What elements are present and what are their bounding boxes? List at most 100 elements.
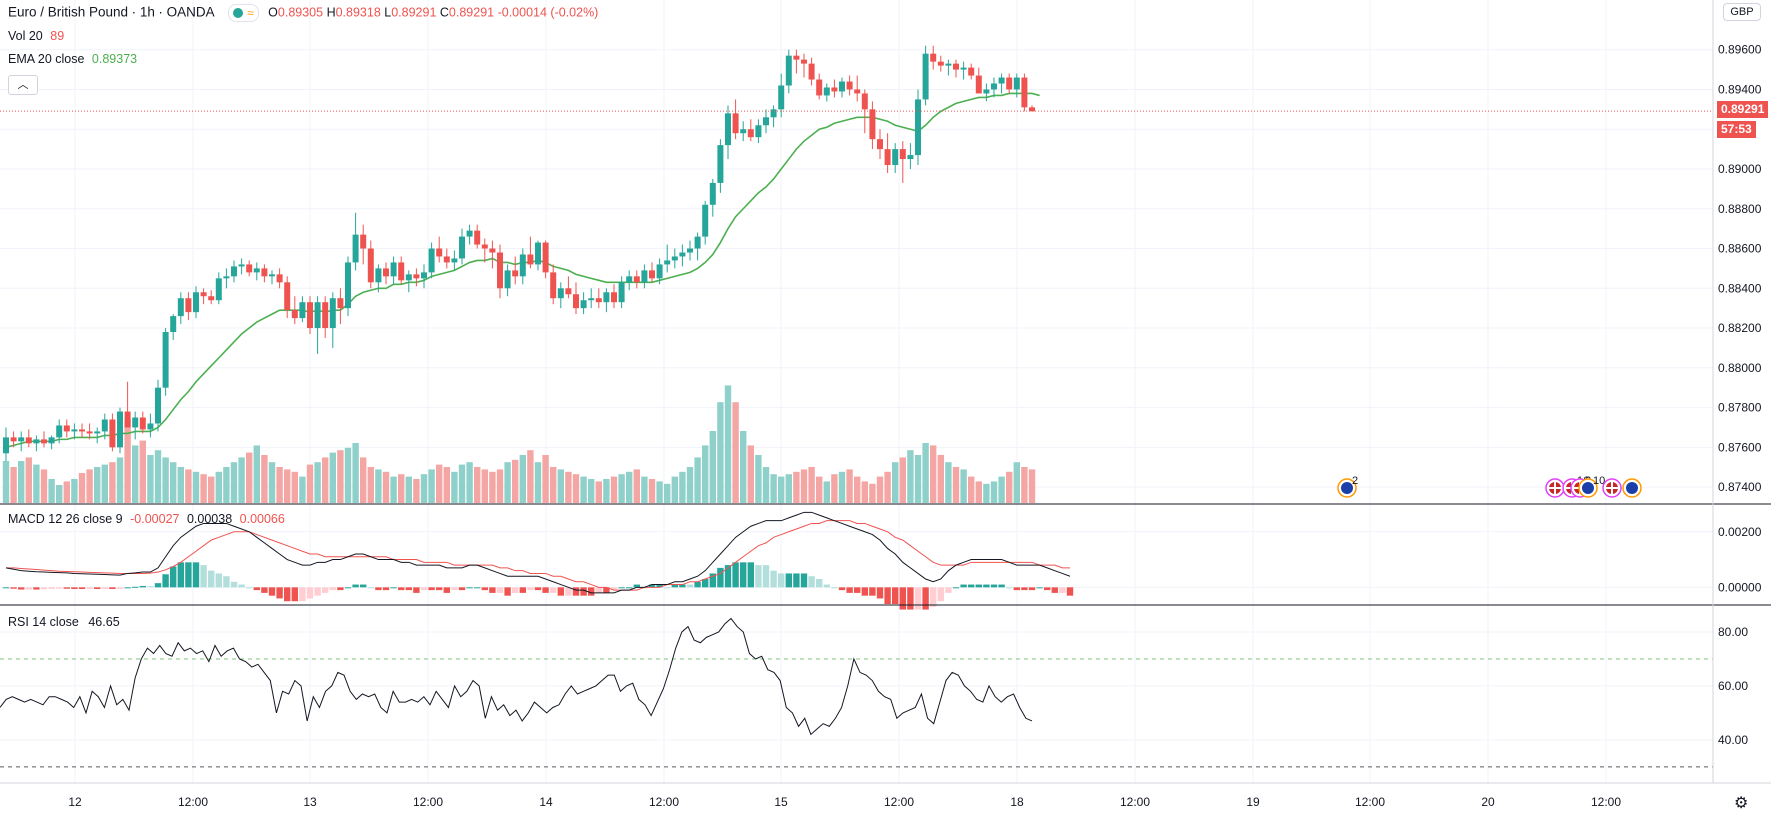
volume-bar (139, 440, 146, 503)
time-axis[interactable]: 12 12:00 13 12:00 14 12:00 15 12:00 18 12:00 19 12:… (0, 782, 1771, 809)
macd-histogram-bar (831, 587, 838, 589)
volume-bar (481, 469, 488, 503)
candle-body (375, 268, 382, 283)
rsi-legend[interactable]: RSI 14 close 46.65 (8, 615, 120, 629)
volume-bar (960, 469, 967, 503)
macd-histogram-bar (185, 562, 192, 588)
candle-body (877, 139, 883, 150)
macd-histogram-bar (474, 587, 481, 589)
volume-bar (420, 474, 428, 503)
candle-body (18, 437, 25, 442)
volume-bar (63, 481, 70, 503)
volume-bar (405, 476, 412, 503)
volume-bar (33, 464, 40, 503)
volume-bars (2, 385, 1036, 503)
market-open-icon (233, 8, 244, 18)
volume-bar (10, 467, 17, 503)
volume-label: Vol 20 (8, 29, 43, 43)
volume-bar (101, 464, 108, 503)
macd-histogram-bar (717, 567, 724, 588)
candle-body (261, 268, 268, 277)
macd-histogram-bar (519, 587, 526, 593)
candle-body (459, 236, 465, 259)
candle-body (200, 292, 207, 297)
volume-bar (664, 483, 671, 503)
macd-histogram-bar (284, 587, 291, 602)
volume-bar (451, 471, 458, 503)
interval[interactable]: 1h (139, 4, 155, 20)
candle-body (41, 439, 47, 444)
gear-icon[interactable]: ⚙ (1734, 795, 1749, 812)
candle-body (474, 230, 481, 245)
macd-histogram-bar (914, 587, 922, 610)
volume-legend[interactable]: Vol 20 89 (8, 29, 64, 43)
candle-body (968, 67, 975, 76)
candle-body (869, 109, 876, 140)
macd-histogram-bar (25, 587, 32, 590)
volume-bar (1021, 467, 1028, 503)
volume-bar (352, 443, 359, 503)
macd-histogram-bar (968, 584, 975, 588)
candle-body (884, 149, 891, 166)
candle-body (383, 268, 389, 277)
candle-body (892, 149, 899, 166)
macd-histogram-bar (869, 587, 876, 596)
volume-bar (154, 450, 162, 503)
volume-bar (930, 445, 937, 503)
candle-body (443, 256, 450, 263)
volume-bar (732, 402, 739, 503)
volume-bar (40, 469, 48, 503)
volume-bar (838, 471, 846, 503)
volume-bar (78, 473, 86, 503)
volume-bar (147, 455, 154, 503)
macd-histogram-bar (109, 587, 116, 589)
macd-histogram-bar (63, 587, 70, 589)
macd-histogram-bar (230, 581, 238, 588)
volume-bar (306, 464, 314, 503)
time-tick-label: 20 (1481, 795, 1495, 809)
volume-bar (428, 469, 435, 503)
collapse-legend-button[interactable]: ︿ (8, 75, 38, 95)
candle-body (763, 117, 769, 126)
volume-bar (709, 431, 716, 503)
ema-label: EMA 20 close (8, 52, 85, 66)
candle-body (808, 63, 815, 80)
candle-body (398, 262, 405, 281)
candle-body (337, 298, 344, 309)
macd-histogram-bar (633, 584, 640, 588)
candle-body (557, 288, 564, 299)
time-tick-label: 12:00 (1591, 795, 1621, 809)
macd-histogram-bar (899, 587, 906, 610)
ema-legend[interactable]: EMA 20 close 0.89373 (8, 52, 137, 66)
price-axis[interactable]: 0.87400 0.87600 0.87800 0.88000 0.88200 0.884… (1712, 0, 1762, 783)
volume-bar (504, 462, 511, 503)
candle-body (132, 417, 139, 428)
volume-bar (344, 447, 352, 503)
macd-legend[interactable]: MACD 12 26 close 9 -0.00027 0.00038 0.00… (8, 512, 285, 526)
candle-body (937, 61, 944, 66)
macd-histogram-bar (86, 587, 93, 589)
volume-bar (968, 476, 975, 503)
macd-histogram-bar (1021, 587, 1028, 591)
macd-histogram-bar (496, 587, 504, 593)
economic-events[interactable]: 216210 (1337, 475, 1642, 498)
candle-body (223, 276, 230, 279)
candle-body (48, 437, 55, 444)
market-status-badge[interactable]: ≈ (228, 4, 259, 22)
time-tick-label: 12:00 (1120, 795, 1150, 809)
volume-bar (937, 455, 944, 503)
macd-histogram-bar (458, 587, 466, 591)
macd-histogram-bar (116, 587, 124, 589)
macd-histogram-bar (747, 562, 754, 588)
macd-line (5, 511, 1071, 594)
candle-body (367, 248, 374, 283)
macd-histogram-bar (268, 587, 276, 596)
symbol-name[interactable]: Euro / British Pound (8, 4, 129, 20)
macd-hist-value: -0.00027 (130, 512, 180, 526)
macd-histogram-bar (56, 587, 63, 589)
currency-button[interactable]: GBP (1723, 3, 1761, 21)
candle-body (208, 296, 215, 301)
volume-bar (329, 452, 336, 503)
candle-body (991, 83, 997, 90)
